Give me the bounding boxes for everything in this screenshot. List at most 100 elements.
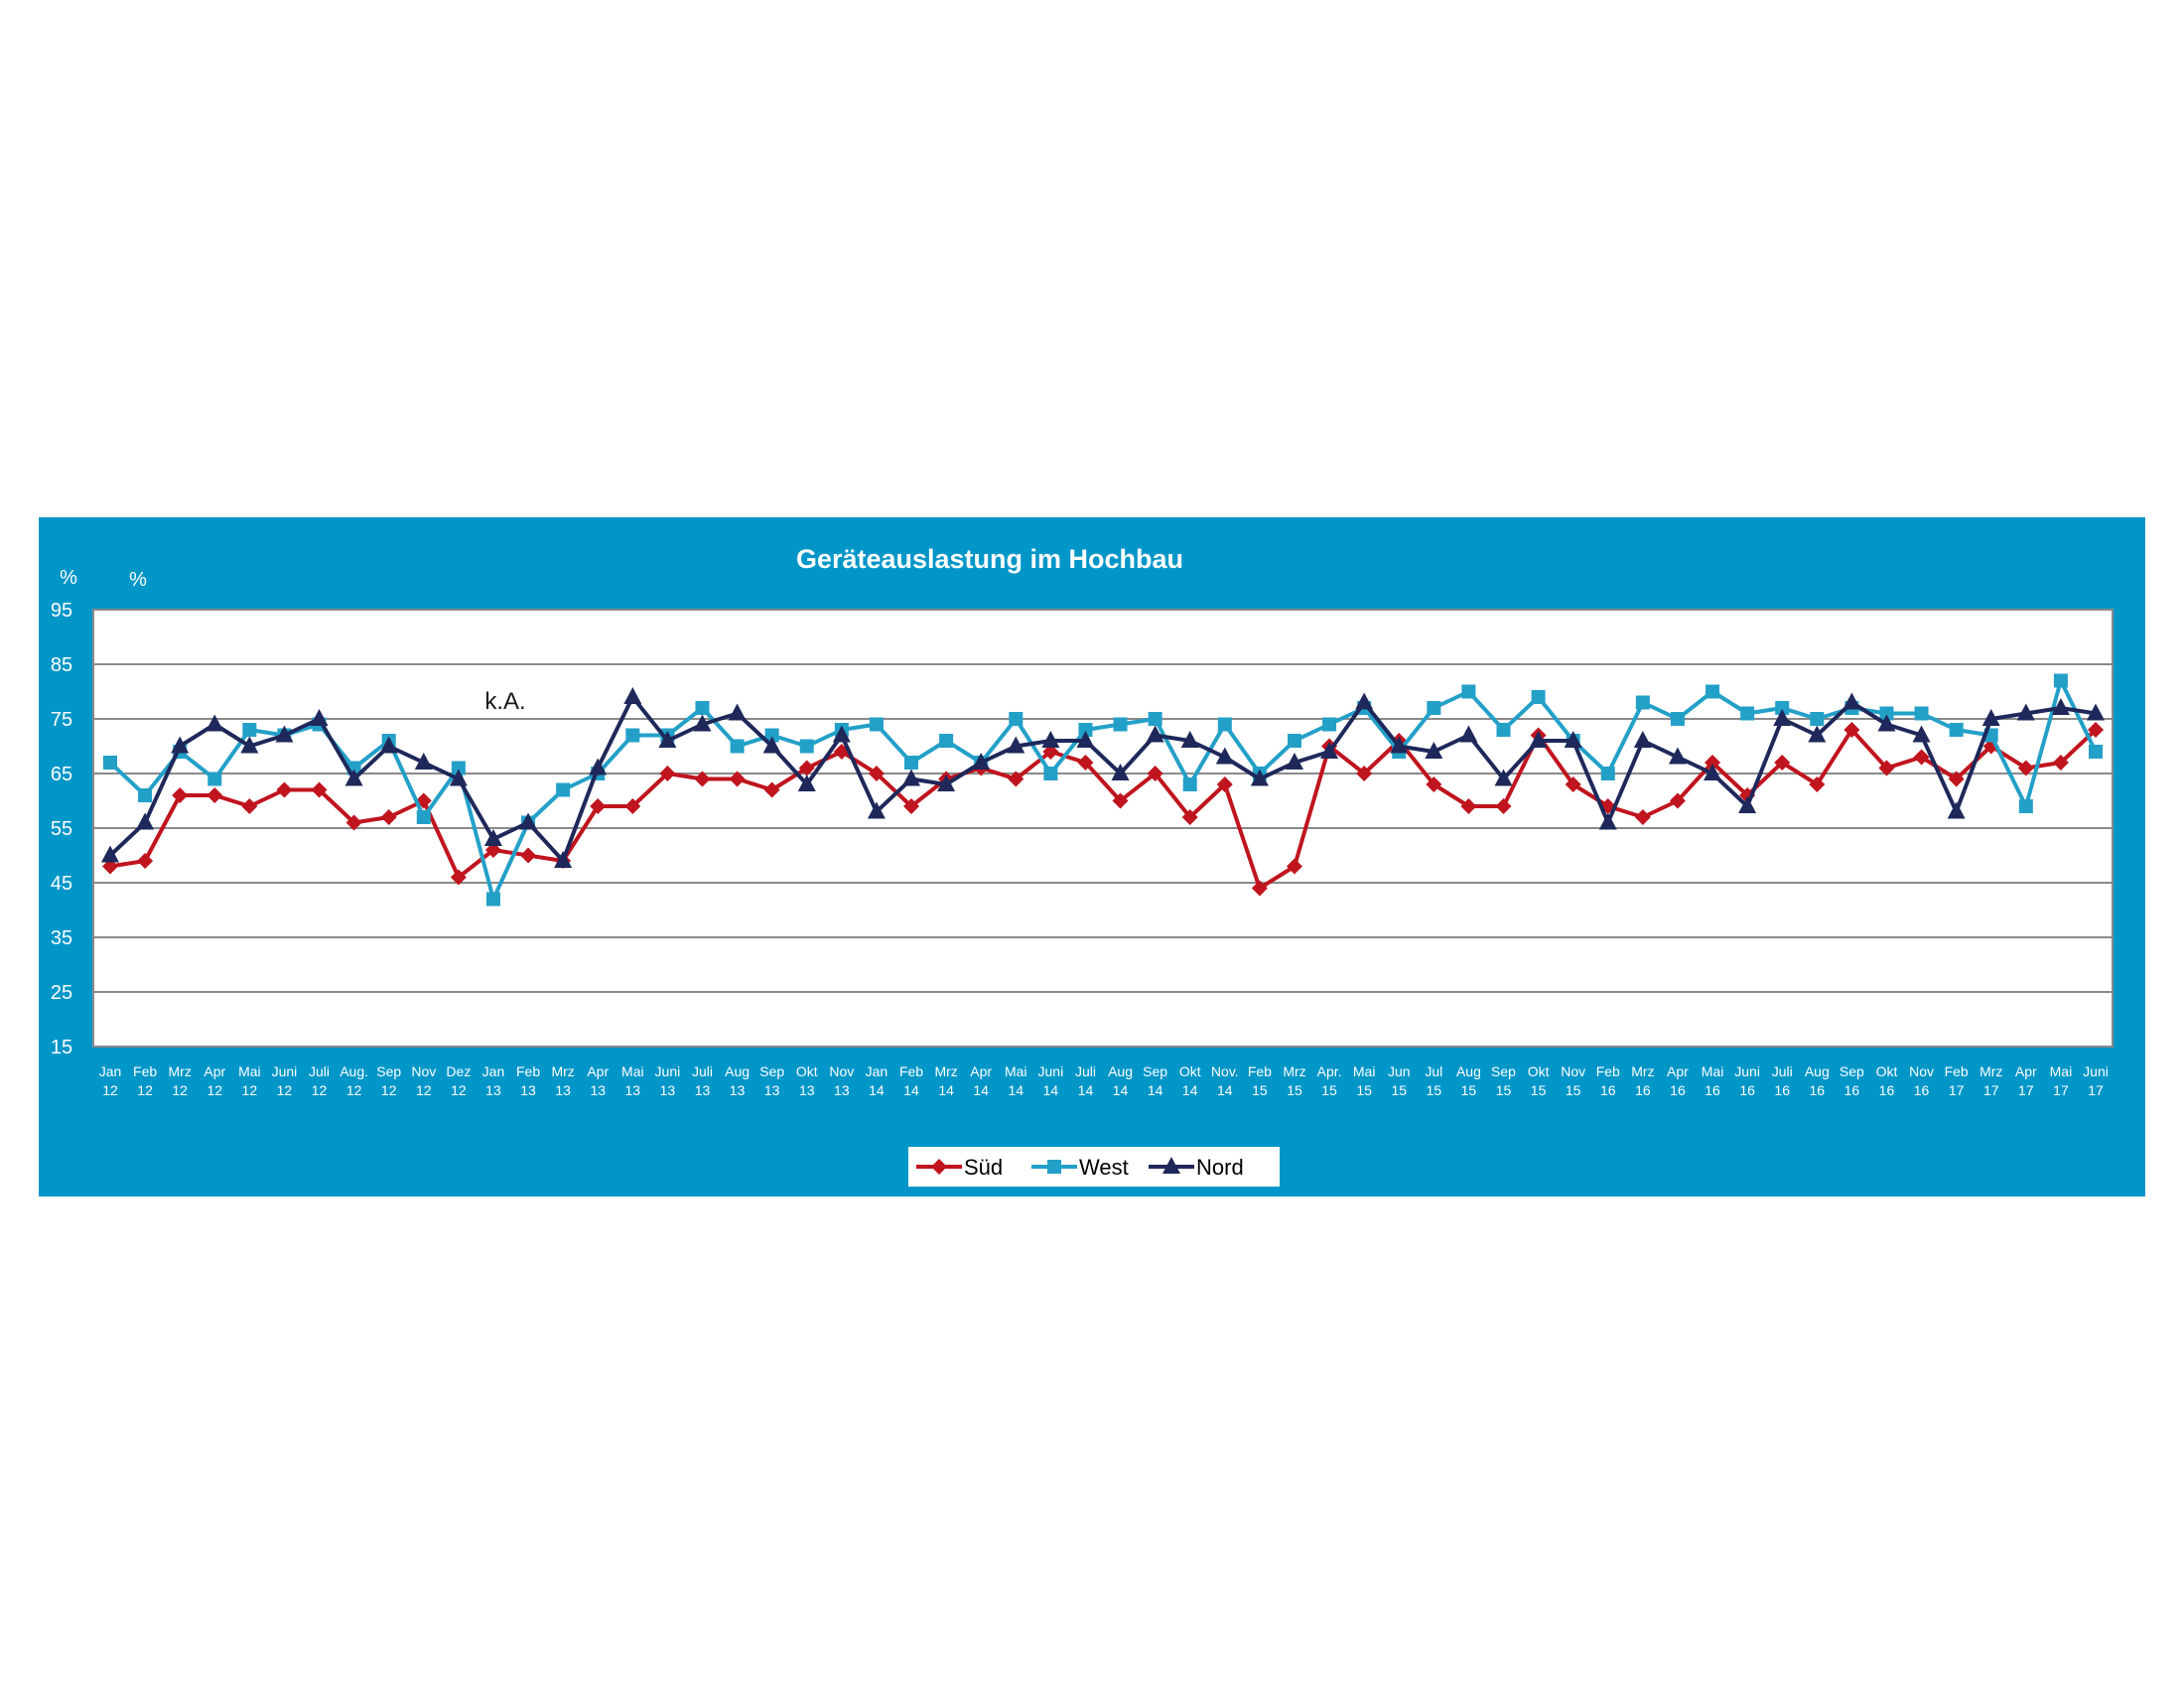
legend: Süd West Nord: [908, 1147, 1280, 1187]
x-tick-month: Juli: [692, 1063, 713, 1079]
data-point-sued: [1878, 760, 1895, 776]
data-point-west: [207, 772, 222, 786]
x-tick-year: 13: [555, 1082, 571, 1098]
x-tick-month: Mai: [621, 1063, 644, 1079]
x-tick-year: 17: [1949, 1082, 1965, 1098]
data-point-nord: [2051, 698, 2070, 715]
x-tick-year: 16: [1774, 1082, 1790, 1098]
x-axis-ticks: Jan 12 Feb 12 Mrz 12 Apr 12 Mai 12 Juni 12 Juli 12 Aug…: [99, 1063, 2109, 1098]
data-point-sued: [1913, 749, 1930, 766]
x-tick-year: 14: [1148, 1082, 1163, 1098]
data-point-west: [451, 761, 466, 775]
data-point-west: [103, 756, 117, 770]
data-point-sued: [2088, 722, 2104, 738]
x-tick-year: 16: [1705, 1082, 1720, 1098]
y-unit-label: %: [60, 567, 77, 589]
data-point-sued: [903, 798, 920, 814]
data-point-nord: [310, 709, 329, 726]
x-tick-month: Apr: [204, 1063, 225, 1079]
data-point-sued: [763, 781, 780, 798]
x-tick-month: Juli: [1772, 1063, 1793, 1079]
data-point-sued: [1251, 880, 1268, 897]
x-tick-month: Apr: [1667, 1063, 1689, 1079]
data-point-nord: [1076, 731, 1095, 748]
x-tick-month: Sep: [1840, 1063, 1864, 1079]
data-point-west: [1496, 723, 1511, 737]
x-tick-year: 13: [520, 1082, 536, 1098]
data-point-nord: [797, 774, 816, 791]
x-tick-month: Nov: [1561, 1063, 1585, 1079]
x-tick-month: Jan: [482, 1063, 505, 1079]
data-point-west: [695, 701, 710, 715]
data-point-west: [1810, 712, 1825, 726]
x-tick-month: Okt: [1876, 1063, 1898, 1079]
data-point-west: [1322, 717, 1337, 732]
x-tick-year: 13: [764, 1082, 780, 1098]
x-tick-year: 17: [2088, 1082, 2104, 1098]
data-point-west: [1914, 706, 1929, 721]
x-tick-year: 14: [1217, 1082, 1233, 1098]
x-tick-month: Feb: [516, 1063, 540, 1079]
data-point-nord: [414, 753, 433, 770]
data-point-west: [1182, 777, 1197, 791]
y-tick-label: 85: [51, 654, 72, 676]
data-point-sued: [206, 787, 223, 803]
x-tick-month: Sep: [376, 1063, 401, 1079]
y-tick-label: 95: [51, 600, 72, 622]
data-point-nord: [867, 801, 886, 819]
x-tick-month: Jan: [99, 1063, 122, 1079]
data-point-sued: [345, 814, 362, 831]
x-tick-month: Sep: [759, 1063, 784, 1079]
data-point-nord: [449, 769, 468, 786]
data-point-west: [2089, 745, 2103, 759]
series-nord: [101, 687, 2105, 868]
legend-item-sued: Süd: [916, 1155, 1003, 1180]
data-point-nord: [344, 769, 363, 786]
data-point-sued: [1495, 798, 1512, 814]
data-point-sued: [1286, 858, 1302, 875]
x-tick-year: 16: [1879, 1082, 1895, 1098]
data-point-nord: [1947, 801, 1966, 819]
data-point-west: [556, 782, 571, 797]
data-point-west: [904, 756, 919, 770]
y-tick-label: 15: [51, 1037, 72, 1058]
data-point-nord: [693, 714, 712, 732]
data-point-west: [1009, 712, 1024, 726]
x-tick-year: 13: [695, 1082, 711, 1098]
x-tick-year: 13: [485, 1082, 501, 1098]
data-point-sued: [1112, 792, 1129, 809]
x-tick-year: 16: [1914, 1082, 1930, 1098]
data-point-nord: [483, 829, 502, 846]
x-tick-month: Juli: [309, 1063, 330, 1079]
x-tick-year: 12: [346, 1082, 362, 1098]
data-point-west: [799, 739, 814, 754]
x-tick-year: 15: [1391, 1082, 1407, 1098]
x-tick-year: 14: [1008, 1082, 1024, 1098]
data-point-west: [485, 892, 500, 907]
data-point-sued: [520, 847, 537, 864]
x-tick-year: 13: [834, 1082, 850, 1098]
data-point-nord: [1843, 692, 1861, 710]
x-tick-year: 16: [1635, 1082, 1651, 1098]
x-tick-month: Sep: [1491, 1063, 1516, 1079]
x-tick-year: 15: [1287, 1082, 1302, 1098]
x-tick-month: Juli: [1075, 1063, 1096, 1079]
x-tick-month: Apr.: [1317, 1063, 1342, 1079]
x-tick-year: 16: [1600, 1082, 1616, 1098]
data-point-nord: [1390, 736, 1409, 754]
x-tick-month: Nov: [411, 1063, 436, 1079]
x-tick-year: 15: [1531, 1082, 1547, 1098]
data-point-sued: [659, 766, 676, 781]
data-point-sued: [172, 787, 189, 803]
data-point-nord: [1912, 725, 1931, 743]
x-tick-year: 16: [1844, 1082, 1860, 1098]
x-tick-month: Mrz: [1979, 1063, 2002, 1079]
data-point-west: [242, 723, 257, 737]
line-chart: Geräteauslastung im Hochbau % % 15 25 35 45…: [51, 544, 2114, 1187]
x-tick-month: Nov.: [1211, 1063, 1239, 1079]
x-tick-year: 17: [1983, 1082, 1999, 1098]
data-point-sued: [137, 853, 154, 869]
x-tick-year: 13: [625, 1082, 641, 1098]
data-point-west: [1740, 706, 1755, 721]
x-tick-year: 13: [730, 1082, 746, 1098]
